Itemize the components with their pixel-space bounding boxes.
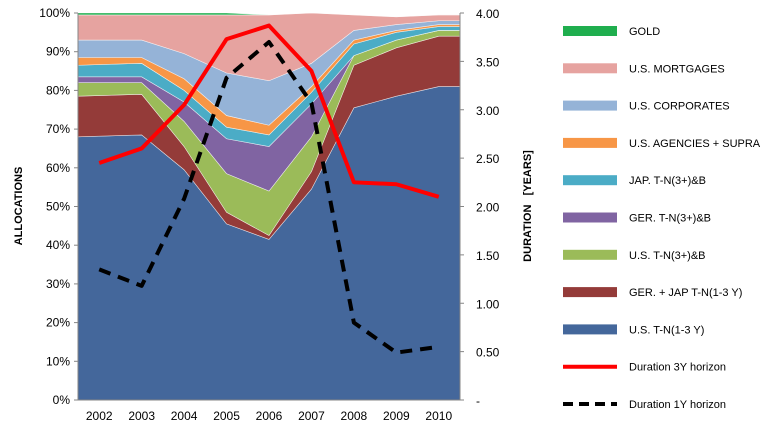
right-tick-label: 4.00	[476, 7, 500, 21]
allocation-stack	[77, 12, 461, 401]
right-axis-title: DURATION [YEARS]	[522, 150, 534, 262]
legend-swatch	[563, 26, 617, 36]
x-axis-ticks: 2002 2003 2004 2005 2006 2007 2008 2009 2010	[86, 409, 453, 423]
x-tick-label: 2004	[171, 409, 198, 423]
legend-label: JAP. T-N(3+)&B	[629, 175, 706, 187]
legend-item-u-s-agencies-supra: U.S. AGENCIES + SUPRA	[563, 137, 761, 150]
left-tick-label: 10%	[46, 354, 70, 368]
legend-item-u-s-corporates: U.S. CORPORATES	[563, 100, 730, 113]
legend-item-u-s-t-n-3-b: U.S. T-N(3+)&B	[563, 250, 706, 262]
right-tick-label: 0.50	[476, 346, 500, 360]
duration-lines	[98, 23, 440, 355]
legend-item-duration-3y-horizon: Duration 3Y horizon	[563, 362, 726, 374]
legend-label: Duration 3Y horizon	[629, 362, 726, 374]
left-axis-ticks: 0% 10% 20% 30% 40% 50% 60% 70% 80% 90% 100%	[39, 6, 78, 407]
left-tick-label: 100%	[39, 6, 70, 20]
legend-item-jap-t-n-3-b: JAP. T-N(3+)&B	[563, 175, 706, 187]
left-axis-title: ALLOCATIONS	[13, 167, 25, 246]
legend-label: U.S. MORTGAGES	[629, 63, 725, 75]
legend-swatch	[563, 100, 617, 111]
left-tick-label: 50%	[46, 200, 70, 214]
x-tick-label: 2007	[298, 409, 325, 423]
right-tick-label: 3.50	[476, 55, 500, 69]
legend-label: U.S. CORPORATES	[629, 101, 730, 113]
legend-item-u-s-mortgages: U.S. MORTGAGES	[563, 63, 725, 75]
right-axis-ticks: - 0.50 1.00 1.50 2.00 2.50 3.00 3.50 4.00	[460, 7, 500, 408]
legend-swatch	[563, 63, 617, 74]
right-tick-label: 3.00	[476, 104, 500, 118]
area-gold	[77, 12, 460, 18]
x-tick-label: 2009	[383, 409, 410, 423]
left-tick-label: 30%	[46, 277, 70, 291]
legend: GOLD U.S. MORTGAGES U.S. CORPORATES U.S. AG…	[563, 26, 761, 411]
legend-item-ger-t-n-3-b: GER. T-N(3+)&B	[563, 212, 711, 225]
legend-label: Duration 1Y horizon	[629, 399, 726, 411]
line-duration-1y-horizon	[98, 40, 440, 355]
left-tick-label: 80%	[46, 83, 70, 97]
right-tick-label: 2.00	[476, 201, 500, 215]
left-tick-label: 60%	[46, 161, 70, 175]
right-tick-label: -	[476, 394, 480, 408]
left-tick-label: 40%	[46, 238, 70, 252]
left-tick-label: 90%	[46, 45, 70, 59]
legend-swatch	[563, 324, 617, 335]
legend-label: U.S. T-N(1-3 Y)	[629, 324, 704, 336]
x-tick-label: 2006	[256, 409, 283, 423]
line-duration-3y-horizon	[98, 23, 440, 199]
x-tick-label: 2010	[425, 409, 452, 423]
x-tick-label: 2008	[341, 409, 368, 423]
x-tick-label: 2005	[213, 409, 240, 423]
legend-swatch	[563, 175, 617, 186]
legend-item-duration-1y-horizon: Duration 1Y horizon	[563, 399, 726, 411]
right-tick-label: 1.00	[476, 297, 500, 311]
right-tick-label: 1.50	[476, 249, 500, 263]
legend-swatch	[563, 249, 617, 260]
legend-item-gold: GOLD	[563, 26, 660, 38]
legend-label: GER. T-N(3+)&B	[629, 213, 711, 225]
legend-swatch	[563, 287, 617, 298]
x-tick-label: 2002	[86, 409, 113, 423]
right-tick-label: 2.50	[476, 152, 500, 166]
legend-item-u-s-t-n-1-3-y: U.S. T-N(1-3 Y)	[563, 324, 704, 336]
legend-swatch	[563, 137, 617, 148]
left-tick-label: 0%	[53, 393, 71, 407]
legend-label: GER. + JAP T-N(1-3 Y)	[629, 287, 742, 299]
left-tick-label: 70%	[46, 122, 70, 136]
left-tick-label: 20%	[46, 316, 70, 330]
legend-label: GOLD	[629, 26, 660, 38]
legend-item-ger-jap-t-n-1-3-y: GER. + JAP T-N(1-3 Y)	[563, 287, 742, 299]
x-tick-label: 2003	[128, 409, 155, 423]
legend-label: U.S. T-N(3+)&B	[629, 250, 706, 262]
legend-label: U.S. AGENCIES + SUPRA	[629, 138, 761, 150]
legend-swatch	[563, 212, 617, 223]
